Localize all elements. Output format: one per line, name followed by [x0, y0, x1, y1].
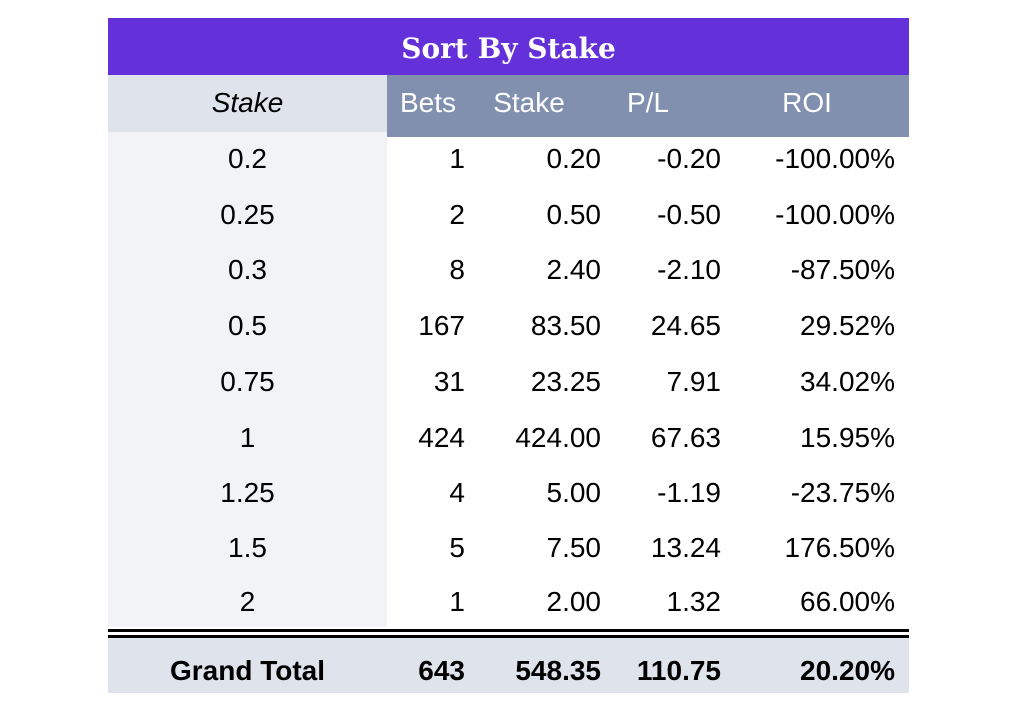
- table-title: Sort By Stake: [108, 18, 909, 75]
- row-bets: 2: [449, 199, 465, 230]
- row-roi: -87.50%: [790, 254, 895, 285]
- row-total-stake: 0.20: [546, 143, 602, 174]
- row-stake: 0.3: [228, 254, 267, 285]
- header-stake: Stake: [493, 87, 565, 118]
- row-total-stake: 5.00: [546, 477, 602, 508]
- grand-total-stake: 548.35: [515, 655, 601, 686]
- row-stake: 1: [239, 422, 256, 453]
- header-roi: ROI: [782, 87, 832, 118]
- row-stake: 1.5: [228, 532, 267, 563]
- row-stake: 0.75: [220, 366, 275, 397]
- row-roi: 34.02%: [800, 366, 895, 397]
- row-roi: -23.75%: [790, 477, 895, 508]
- row-total-stake: 23.25: [530, 366, 601, 397]
- grand-total-bets: 643: [418, 655, 465, 686]
- row-pl: 67.63: [650, 422, 721, 453]
- total-divider-bottom: [108, 635, 909, 638]
- row-stake: 1.25: [220, 477, 275, 508]
- row-stake: 0.25: [220, 199, 275, 230]
- row-bets: 4: [449, 477, 465, 508]
- row-pl: 7.91: [666, 366, 722, 397]
- table-row: 0.75 31 23.25 7.91 34.02%: [108, 364, 909, 400]
- header-pl: P/L: [626, 87, 670, 118]
- row-pl: -1.19: [657, 477, 721, 508]
- row-pl: -0.50: [657, 199, 721, 230]
- grand-total-pl: 110.75: [636, 655, 721, 686]
- row-stake: 0.5: [228, 310, 267, 341]
- table-row: 0.2 1 0.20 -0.20 -100.00%: [108, 141, 909, 177]
- row-bets: 1: [449, 143, 465, 174]
- table-row: 1.5 5 7.50 13.24 176.50%: [108, 530, 909, 566]
- stake-table: Sort By Stake Stake Bets Stake P/L ROI 0…: [108, 18, 909, 627]
- table-header: Stake Bets Stake P/L ROI: [108, 75, 909, 137]
- row-roi: -100.00%: [775, 199, 895, 230]
- row-roi: -100.00%: [775, 143, 895, 174]
- table-row: 0.25 2 0.50 -0.50 -100.00%: [108, 197, 909, 233]
- row-stake: 0.2: [228, 143, 267, 174]
- row-total-stake: 83.50: [530, 310, 601, 341]
- row-roi: 66.00%: [800, 586, 895, 617]
- row-bets: 31: [433, 366, 465, 397]
- table-row: 1.25 4 5.00 -1.19 -23.75%: [108, 475, 909, 511]
- table-row: 1 424 424.00 67.63 15.95%: [108, 420, 909, 456]
- row-total-stake: 2.40: [546, 254, 602, 285]
- row-roi: 29.52%: [800, 310, 895, 341]
- row-bets: 5: [449, 532, 465, 563]
- header-stake-category: Stake: [108, 75, 387, 132]
- row-bets: 1: [449, 586, 465, 617]
- row-pl: 24.65: [650, 310, 721, 341]
- table-body: 0.2 1 0.20 -0.20 -100.00% 0.25 2 0.50 -0.50 -100.…: [108, 132, 909, 627]
- row-roi: 176.50%: [784, 532, 895, 563]
- row-bets: 8: [449, 254, 465, 285]
- table-row: 0.3 8 2.40 -2.10 -87.50%: [108, 252, 909, 288]
- row-total-stake: 424.00: [515, 422, 601, 453]
- row-roi: 15.95%: [800, 422, 895, 453]
- row-total-stake: 7.50: [546, 532, 602, 563]
- row-total-stake: 2.00: [546, 586, 602, 617]
- grand-total-roi: 20.20%: [800, 655, 895, 686]
- grand-total-row: Grand Total 643 548.35 110.75 20.20%: [108, 638, 909, 693]
- header-bets: Bets: [399, 87, 457, 118]
- table-row: 0.5 167 83.50 24.65 29.52%: [108, 308, 909, 344]
- row-bets: 424: [418, 422, 465, 453]
- total-divider-top: [108, 629, 909, 632]
- row-total-stake: 0.50: [546, 199, 602, 230]
- row-bets: 167: [418, 310, 465, 341]
- header-values: Bets Stake P/L ROI: [387, 75, 909, 132]
- row-pl: 13.24: [650, 532, 721, 563]
- table-row: 2 1 2.00 1.32 66.00%: [108, 584, 909, 620]
- row-pl: -2.10: [657, 254, 721, 285]
- row-stake: 2: [239, 586, 256, 617]
- row-pl: -0.20: [657, 143, 721, 174]
- row-pl: 1.32: [666, 586, 722, 617]
- grand-total-label: Grand Total: [169, 655, 326, 686]
